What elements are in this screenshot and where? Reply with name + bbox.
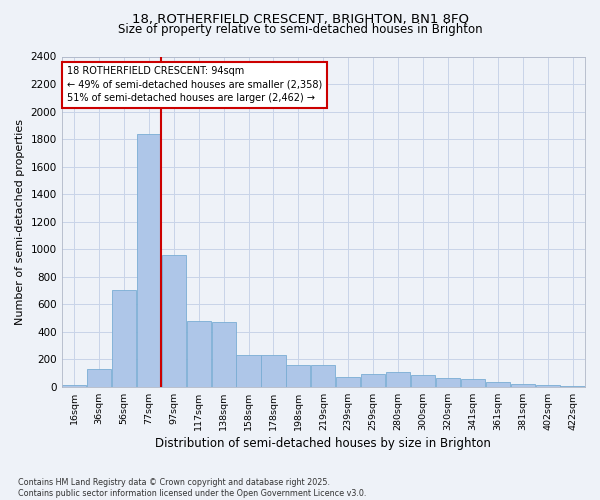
Bar [436,378,460,387]
Text: Contains HM Land Registry data © Crown copyright and database right 2025.
Contai: Contains HM Land Registry data © Crown c… [18,478,367,498]
Bar [62,386,86,387]
Bar [236,355,260,387]
Bar [511,384,535,387]
Bar [461,379,485,387]
Bar [187,321,211,387]
Bar [262,355,286,387]
Text: 18, ROTHERFIELD CRESCENT, BRIGHTON, BN1 8FQ: 18, ROTHERFIELD CRESCENT, BRIGHTON, BN1 … [131,12,469,26]
Text: 18 ROTHERFIELD CRESCENT: 94sqm
← 49% of semi-detached houses are smaller (2,358): 18 ROTHERFIELD CRESCENT: 94sqm ← 49% of … [67,66,322,103]
Bar [336,377,361,387]
Bar [87,369,111,387]
Bar [212,322,236,387]
X-axis label: Distribution of semi-detached houses by size in Brighton: Distribution of semi-detached houses by … [155,437,491,450]
Bar [411,375,435,387]
Bar [361,374,385,387]
Bar [286,366,310,387]
Bar [560,386,584,387]
Bar [112,290,136,387]
Text: Size of property relative to semi-detached houses in Brighton: Size of property relative to semi-detach… [118,22,482,36]
Bar [162,254,186,387]
Bar [536,385,560,387]
Bar [485,382,510,387]
Y-axis label: Number of semi-detached properties: Number of semi-detached properties [15,118,25,324]
Bar [311,366,335,387]
Bar [137,134,161,387]
Bar [386,372,410,387]
